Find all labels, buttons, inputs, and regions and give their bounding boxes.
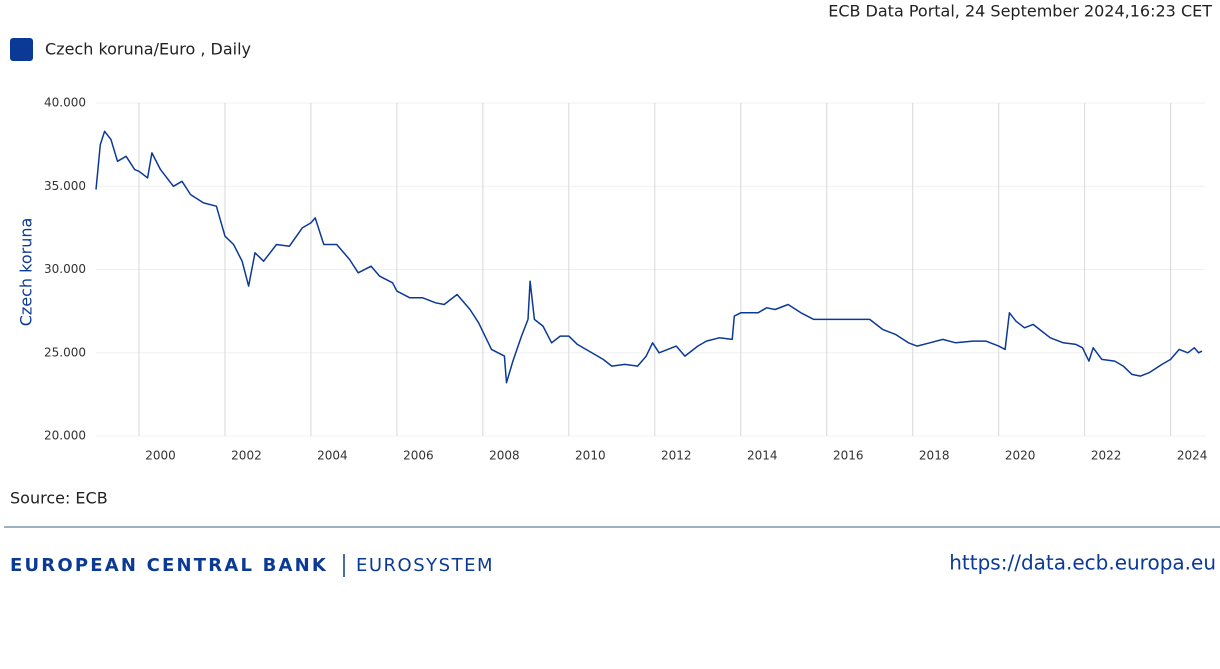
x-tick-label: 2004: [317, 449, 348, 463]
x-tick-label: 2024: [1177, 449, 1208, 463]
y-tick-label: 35.000: [44, 179, 86, 193]
y-axis-label: Czech koruna: [17, 218, 36, 327]
x-tick-label: 2008: [489, 449, 520, 463]
legend-swatch[interactable]: [10, 38, 33, 61]
x-tick-label: 2014: [747, 449, 778, 463]
y-tick-label: 20.000: [44, 429, 86, 443]
x-tick-label: 2022: [1091, 449, 1122, 463]
y-tick-label: 30.000: [44, 262, 86, 276]
x-tick-label: 2016: [833, 449, 864, 463]
x-tick-label: 2010: [575, 449, 606, 463]
y-tick-label: 25.000: [44, 345, 86, 359]
legend-label[interactable]: Czech koruna/Euro , Daily: [45, 40, 251, 59]
x-tick-label: 2018: [919, 449, 950, 463]
bank-name: EUROPEAN CENTRAL BANK: [10, 555, 328, 576]
x-tick-label: 2000: [145, 449, 176, 463]
x-tick-label: 2002: [231, 449, 262, 463]
x-tick-label: 2012: [661, 449, 692, 463]
eurosystem: EUROSYSTEM: [356, 555, 494, 576]
x-tick-label: 2020: [1005, 449, 1036, 463]
x-tick-label: 2006: [403, 449, 434, 463]
series-line: [95, 130, 1203, 384]
header: ECB Data Portal, 24 September 2024,16:23…: [828, 2, 1212, 21]
source: Source: ECB: [10, 489, 108, 508]
y-tick-label: 40.000: [44, 96, 86, 110]
portal-url[interactable]: https://data.ecb.europa.eu: [949, 551, 1216, 575]
plot-area: 20.000 25.000 30.000 35.000 40.000 2000 2002 20…: [44, 96, 1207, 463]
